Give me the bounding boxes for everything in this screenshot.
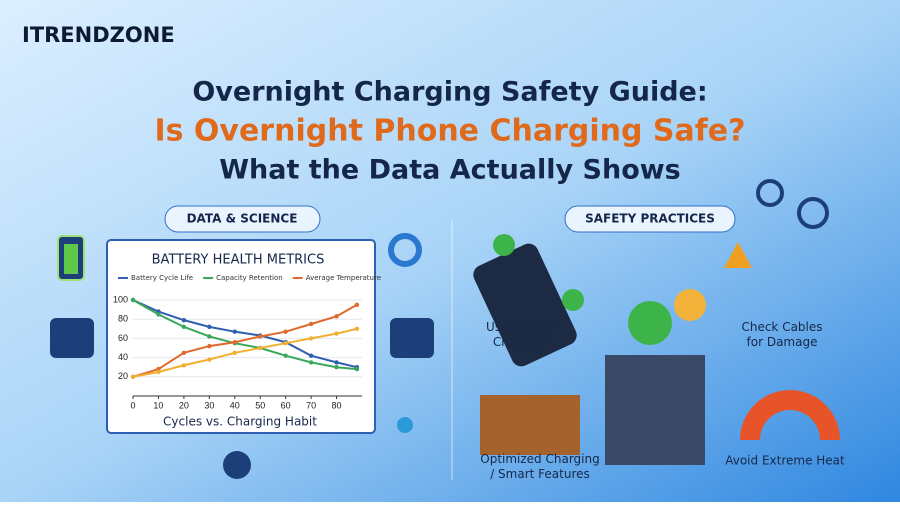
section-badge <box>564 205 736 233</box>
y-tick-label: 60 <box>118 333 128 343</box>
legend-label: Battery Cycle Life <box>131 274 193 282</box>
y-tick-label: 100 <box>113 294 128 304</box>
x-tick-label: 0 <box>130 400 135 410</box>
y-tick-label: 80 <box>118 314 128 324</box>
nightstand-icon <box>480 395 580 455</box>
data-point <box>283 340 288 346</box>
x-tick-label: 60 <box>281 400 291 410</box>
donut-icon <box>388 233 422 267</box>
phone-icon <box>473 243 577 367</box>
practice-label: Avoid Extreme Heat <box>725 454 845 468</box>
series-line <box>132 327 358 378</box>
practice-label: Check Cables for Damage <box>741 320 822 349</box>
x-tick-label: 70 <box>306 400 316 410</box>
y-tick-label: 20 <box>118 371 128 381</box>
practice-label: Use Official Chargers <box>486 320 554 349</box>
timer-icon <box>674 289 706 321</box>
data-point <box>258 334 263 339</box>
section-label: SAFETY PRACTICES <box>585 212 715 226</box>
chart-title: BATTERY HEALTH METRICS <box>152 253 325 268</box>
title-line: What the Data Actually Shows <box>219 155 681 186</box>
data-point <box>181 324 187 330</box>
data-point <box>308 321 314 327</box>
data-point <box>232 350 237 355</box>
gear-icon <box>756 179 784 207</box>
data-point <box>207 334 212 339</box>
gear-icon <box>223 451 251 479</box>
x-axis-label: Cycles vs. Charging Habit <box>163 415 317 429</box>
data-point <box>232 329 237 334</box>
section-label: DATA & SCIENCE <box>187 212 298 226</box>
chart-panel <box>106 239 376 434</box>
data-point <box>130 374 136 379</box>
data-point <box>354 302 360 307</box>
data-point <box>283 329 288 334</box>
legend-label: Average Temperature <box>306 274 381 282</box>
chart-icon <box>50 318 94 358</box>
data-point <box>354 326 360 331</box>
x-tick-label: 30 <box>204 400 214 410</box>
y-tick-label: 40 <box>118 352 128 362</box>
gear-icon <box>797 197 829 229</box>
data-point <box>334 360 339 365</box>
section-badge <box>164 205 321 233</box>
data-point <box>334 331 339 336</box>
data-point <box>308 360 314 365</box>
data-point <box>258 345 263 351</box>
practice-label: Optimized Charging / Smart Features <box>480 452 599 481</box>
series-line <box>132 299 358 369</box>
data-point <box>207 343 212 349</box>
title-line: Overnight Charging Safety Guide: <box>192 77 707 108</box>
legend-label: Capacity Retention <box>216 274 283 282</box>
title-line: Is Overnight Phone Charging Safe? <box>154 114 745 149</box>
network-icon <box>397 417 413 433</box>
x-tick-label: 20 <box>179 400 189 410</box>
data-point <box>181 363 187 368</box>
warning-icon <box>724 242 752 268</box>
check-icon <box>493 234 515 256</box>
x-tick-label: 40 <box>230 400 240 410</box>
heat-gauge <box>740 390 840 440</box>
data-point <box>207 357 212 362</box>
charge-icon <box>628 301 672 345</box>
data-point <box>207 324 212 330</box>
x-tick-label: 80 <box>332 400 342 410</box>
check-icon <box>562 289 584 311</box>
data-point <box>156 369 161 375</box>
battery-fill <box>64 244 78 274</box>
data-point <box>354 366 360 372</box>
data-point <box>283 353 288 358</box>
series-line <box>132 303 358 378</box>
data-point <box>334 314 339 319</box>
data-point <box>334 364 339 370</box>
data-point <box>308 336 314 341</box>
chart-icon <box>390 318 434 358</box>
series-line <box>132 299 358 371</box>
data-point <box>181 317 187 323</box>
data-point <box>156 312 161 317</box>
brand: ITRENDZONE <box>22 23 175 47</box>
x-tick-label: 10 <box>153 400 163 410</box>
data-point <box>130 297 136 303</box>
data-point <box>232 340 237 345</box>
data-point <box>308 353 314 358</box>
data-point <box>181 350 187 355</box>
x-tick-label: 50 <box>255 400 265 410</box>
nightstand-icon <box>605 355 705 465</box>
